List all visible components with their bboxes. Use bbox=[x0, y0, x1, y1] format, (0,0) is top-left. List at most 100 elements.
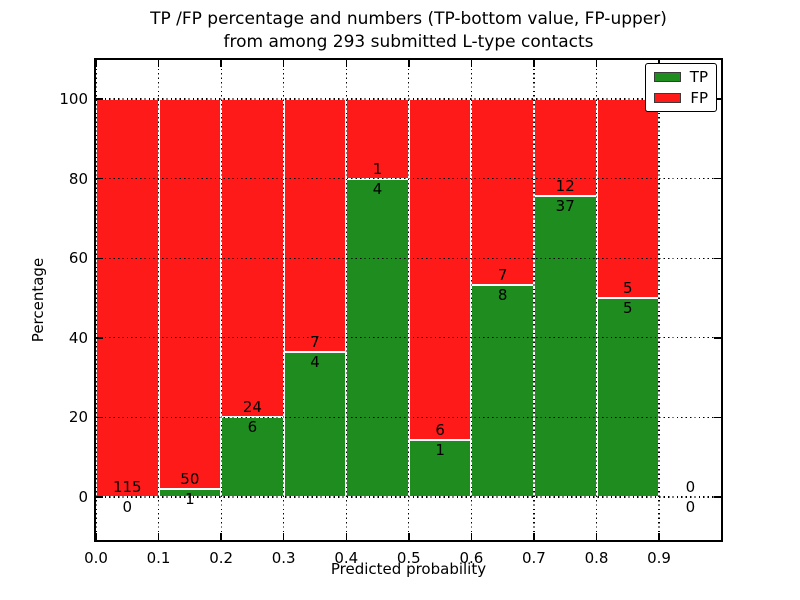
x-tick-mark-top bbox=[157, 60, 160, 67]
y-tick-label: 60 bbox=[68, 249, 88, 268]
x-tick-mark-top bbox=[533, 60, 535, 67]
gridline-x bbox=[595, 60, 598, 540]
bar-segment-fp bbox=[596, 99, 660, 298]
x-tick-mark-top bbox=[595, 60, 598, 67]
gridline-x bbox=[658, 60, 660, 540]
x-tick-mark bbox=[282, 533, 285, 540]
x-tick-mark bbox=[95, 533, 97, 540]
count-label-tp: 0 bbox=[685, 498, 696, 516]
x-tick-mark bbox=[595, 533, 598, 540]
y-tick-mark-right bbox=[714, 337, 721, 339]
y-tick-label: 80 bbox=[68, 169, 88, 188]
x-tick-label: 0.1 bbox=[146, 549, 171, 567]
count-label-fp: 115 bbox=[112, 478, 142, 496]
x-tick-mark bbox=[658, 533, 660, 540]
count-label-fp: 7 bbox=[310, 333, 320, 352]
gridline-y bbox=[96, 337, 721, 339]
x-tick-mark-top bbox=[408, 60, 410, 67]
legend-label-fp: FP bbox=[690, 89, 708, 107]
count-label-fp: 0 bbox=[685, 478, 696, 496]
count-label-tp: 6 bbox=[247, 418, 258, 437]
y-tick-mark bbox=[96, 98, 103, 100]
x-tick-label: 0.6 bbox=[459, 549, 484, 567]
count-label-tp: 8 bbox=[497, 285, 508, 304]
bar-segment-fp bbox=[408, 99, 472, 441]
x-tick-mark-top bbox=[345, 60, 347, 67]
x-tick-label: 0.4 bbox=[334, 549, 359, 567]
count-label-fp: 6 bbox=[435, 421, 445, 440]
gridline-y bbox=[96, 178, 721, 180]
x-tick-mark-top bbox=[220, 60, 222, 67]
count-label-tp: 4 bbox=[372, 179, 383, 198]
legend-swatch-tp bbox=[654, 72, 681, 82]
count-label-tp: 37 bbox=[555, 197, 575, 216]
x-tick-mark bbox=[345, 533, 347, 540]
count-label-tp: 0 bbox=[122, 498, 133, 516]
count-label-tp: 1 bbox=[435, 441, 445, 460]
count-label-fp: 50 bbox=[180, 470, 200, 489]
y-tick-mark-right bbox=[714, 496, 721, 498]
gridline-x bbox=[283, 60, 285, 540]
x-tick-mark-top bbox=[282, 60, 285, 67]
count-label-fp: 12 bbox=[555, 177, 575, 196]
x-tick-label: 0.8 bbox=[584, 549, 609, 567]
gridline-y bbox=[96, 257, 721, 259]
x-tick-label: 0.7 bbox=[522, 549, 546, 567]
legend-label-tp: TP bbox=[689, 68, 708, 86]
y-tick-mark bbox=[96, 337, 103, 339]
count-label-tp: 4 bbox=[310, 353, 320, 372]
gridline-x bbox=[345, 60, 347, 540]
legend: TP FP bbox=[645, 63, 717, 112]
count-label-tp: 1 bbox=[185, 490, 195, 509]
gridline-x bbox=[470, 60, 472, 540]
y-tick-label: 100 bbox=[59, 90, 88, 108]
y-tick-label: 20 bbox=[68, 408, 88, 427]
y-tick-mark-right bbox=[714, 257, 721, 259]
count-label-fp: 1 bbox=[372, 159, 383, 178]
legend-item-fp: FP bbox=[654, 90, 708, 106]
gridline-y bbox=[96, 98, 721, 100]
y-tick-mark bbox=[96, 416, 103, 419]
y-tick-mark bbox=[96, 257, 103, 259]
legend-item-tp: TP bbox=[654, 69, 708, 85]
x-tick-label: 0.9 bbox=[647, 549, 671, 567]
x-tick-mark bbox=[220, 533, 222, 540]
x-axis-label: Predicted probability bbox=[330, 560, 487, 578]
x-tick-label: 0.5 bbox=[396, 549, 421, 567]
x-tick-mark bbox=[533, 533, 535, 540]
x-tick-label: 0.0 bbox=[84, 549, 108, 567]
y-tick-label: 40 bbox=[68, 328, 88, 347]
x-tick-mark bbox=[470, 533, 473, 540]
gridline-x bbox=[533, 60, 535, 540]
gridline-y bbox=[96, 496, 721, 498]
y-tick-mark-right bbox=[714, 98, 721, 100]
gridline-x bbox=[220, 60, 222, 540]
gridline-x bbox=[95, 60, 97, 540]
y-tick-mark bbox=[96, 496, 103, 498]
y-tick-mark-right bbox=[714, 416, 721, 419]
legend-swatch-fp bbox=[654, 93, 681, 103]
x-tick-mark bbox=[408, 533, 410, 540]
count-label-fp: 24 bbox=[242, 398, 262, 417]
bar-segment-tp bbox=[596, 298, 660, 497]
gridline-x bbox=[157, 60, 160, 540]
count-label-tp: 5 bbox=[623, 299, 633, 317]
x-tick-label: 0.3 bbox=[271, 549, 296, 567]
bar-segment-fp bbox=[96, 99, 159, 497]
gridline-x bbox=[408, 60, 410, 540]
count-label-fp: 7 bbox=[497, 265, 508, 284]
x-tick-mark-top bbox=[95, 60, 97, 67]
bar-segment-fp bbox=[283, 99, 347, 353]
bar-segment-tp bbox=[283, 352, 347, 497]
chart-title-line-2: from among 293 submitted L-type contacts bbox=[223, 32, 594, 52]
bar-segment-tp bbox=[533, 196, 597, 497]
y-tick-mark-right bbox=[714, 177, 721, 180]
bar-segment-tp bbox=[471, 284, 534, 497]
x-tick-mark-top bbox=[470, 60, 473, 67]
chart-title: TP /FP percentage and numbers (TP-bottom… bbox=[96, 8, 721, 54]
y-tick-label: 0 bbox=[78, 488, 88, 506]
x-tick-label: 0.2 bbox=[209, 549, 234, 567]
bar-segment-fp bbox=[158, 99, 222, 490]
x-tick-mark bbox=[157, 533, 160, 540]
